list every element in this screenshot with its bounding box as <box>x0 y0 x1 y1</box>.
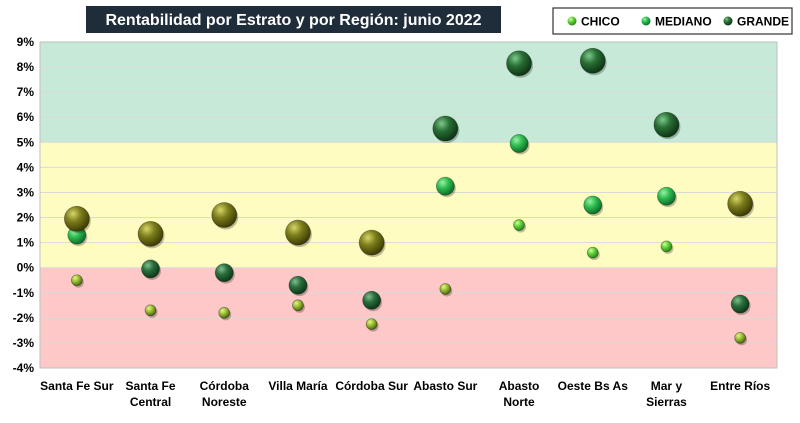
band-1 <box>40 142 777 268</box>
y-tick-label: 3% <box>17 185 35 199</box>
y-tick-label: 0% <box>17 261 35 275</box>
point-grande <box>211 202 238 228</box>
point-grande <box>653 111 680 138</box>
point-chico <box>586 246 599 259</box>
x-tick-label: Córdoba Noreste <box>200 379 250 409</box>
point-chico <box>70 274 83 287</box>
point-grande <box>137 220 164 247</box>
point-chico <box>513 219 525 231</box>
chart-title: Rentabilidad por Estrato y por Región: j… <box>86 6 501 33</box>
x-tick-label: Santa Fe Sur <box>40 379 114 393</box>
legend-marker-chico <box>567 16 577 26</box>
legend-marker-mediano <box>641 16 651 26</box>
title-box <box>86 6 501 33</box>
y-tick-label: 6% <box>17 110 35 124</box>
legend-label-mediano: MEDIANO <box>655 15 712 29</box>
y-tick-label: 9% <box>17 35 35 49</box>
point-grande <box>506 50 532 77</box>
point-chico <box>292 299 304 312</box>
y-tick-label: 1% <box>17 236 35 250</box>
point-chico <box>218 306 231 319</box>
x-tick-label: Abasto Sur <box>413 379 477 393</box>
x-tick-label: Santa Fe Central <box>126 379 176 409</box>
x-axis-labels: Santa Fe Sur Santa Fe Central Córdoba Norest… <box>40 379 770 409</box>
y-tick-label: 2% <box>17 211 35 225</box>
point-chico <box>660 240 673 253</box>
y-tick-label: 8% <box>17 60 35 74</box>
point-chico <box>144 304 157 317</box>
legend-label-chico: CHICO <box>581 15 620 29</box>
y-tick-label: -1% <box>13 286 35 300</box>
point-mediano <box>362 290 382 310</box>
y-tick-label: 7% <box>17 85 35 99</box>
y-tick-label: 5% <box>17 135 35 149</box>
point-chico <box>734 332 747 344</box>
point-mediano <box>141 259 160 279</box>
point-mediano <box>509 134 529 153</box>
point-mediano <box>657 186 676 206</box>
point-mediano <box>435 176 455 196</box>
plot-area-border <box>39 41 778 369</box>
point-grande <box>358 229 385 256</box>
legend-label-grande: GRANDE <box>737 15 789 29</box>
x-tick-label: Oeste Bs As <box>558 379 629 393</box>
x-tick-label: Villa María <box>268 379 327 393</box>
legend-box <box>552 7 793 35</box>
point-mediano <box>214 263 234 283</box>
point-grande <box>63 205 90 232</box>
point-grande <box>579 47 606 74</box>
point-grande <box>727 190 754 217</box>
y-tick-label: -2% <box>13 311 35 325</box>
y-tick-label: -4% <box>13 361 35 375</box>
point-mediano <box>730 294 750 314</box>
point-grande <box>432 115 459 142</box>
point-mediano <box>583 195 603 215</box>
legend-marker-grande <box>723 16 733 26</box>
data-points <box>63 47 755 346</box>
y-axis-ticks: -4% -3% -2% -1% 0% 1% 2% 3% 4% 5% 6% 7% 8% 9% <box>13 35 35 375</box>
x-tick-label: Abasto Norte <box>499 379 540 409</box>
point-chico <box>365 318 378 331</box>
point-mediano <box>288 275 308 295</box>
x-tick-label: Córdoba Sur <box>335 379 408 393</box>
y-tick-label: -3% <box>13 336 35 350</box>
point-chico <box>439 283 452 295</box>
x-tick-label: Mar y Sierras <box>646 379 687 409</box>
legend: CHICO MEDIANO GRANDE <box>552 7 793 35</box>
title-text: Rentabilidad por Estrato y por Región: j… <box>105 12 481 29</box>
x-tick-label: Entre Ríos <box>710 379 770 393</box>
point-grande <box>285 219 311 246</box>
y-tick-label: 4% <box>17 160 35 174</box>
